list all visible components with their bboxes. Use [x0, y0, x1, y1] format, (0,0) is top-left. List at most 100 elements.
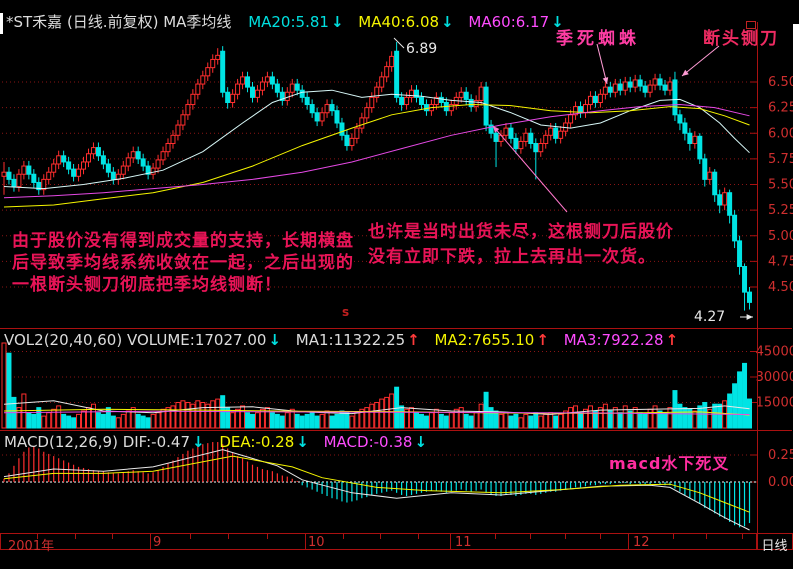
candle: [250, 82, 255, 103]
volume-bar-up: [115, 417, 121, 429]
volume-bar-up: [125, 410, 131, 429]
xaxis-label-oct: 10: [308, 535, 325, 550]
candle: [185, 99, 191, 120]
candle: [528, 128, 534, 149]
candle: [518, 136, 524, 154]
candle-body-up: [56, 155, 62, 165]
candle-body-down: [617, 83, 623, 91]
axis-label: 6.25: [768, 101, 797, 116]
period-label: 日线: [761, 539, 788, 554]
candle: [369, 92, 375, 113]
candle-body-down: [314, 112, 320, 122]
candle-body-up: [16, 173, 22, 188]
candle: [692, 131, 698, 149]
candle: [374, 82, 380, 103]
candle: [105, 158, 111, 178]
volume-bar-down: [607, 410, 613, 429]
candle-body-down: [438, 96, 444, 103]
commentary-left-line1: 由于股价没有得到成交量的支持，长期横盘: [12, 231, 354, 251]
volume-bar-up: [647, 408, 653, 429]
candle-body-down: [299, 89, 305, 98]
macd-dif-line: [3, 449, 750, 531]
candle: [100, 150, 106, 170]
volume-bar-up: [503, 412, 509, 429]
candle: [742, 263, 748, 311]
candle-body-down: [712, 171, 718, 196]
pointer-arrowhead-icon: [602, 77, 609, 84]
candle-body-up: [359, 117, 365, 129]
candle: [389, 51, 395, 72]
volume-bar-down: [662, 412, 668, 429]
candle-body-down: [145, 165, 151, 175]
candle: [210, 54, 216, 73]
candle: [81, 156, 87, 175]
candle-body-up: [597, 93, 603, 104]
volume-bar-up: [692, 410, 698, 429]
volume-bar-up: [215, 398, 221, 429]
candle: [195, 78, 201, 100]
candle-body-up: [518, 140, 524, 150]
candle-body-up: [324, 104, 330, 114]
volume-bar-up: [180, 400, 186, 429]
volume-bar-down: [463, 413, 469, 429]
axis-label: 5.75: [768, 152, 797, 167]
volume-bar-down: [61, 413, 67, 429]
commentary-left-line2: 后导致季均线系统收敛在一起，之后出现的: [12, 253, 354, 273]
candle: [135, 146, 141, 164]
volume-bar-up: [433, 408, 439, 429]
candle: [379, 71, 385, 93]
candle: [304, 92, 310, 110]
candle: [394, 42, 400, 103]
candle-body-up: [170, 134, 176, 145]
candle-body-up: [652, 78, 658, 86]
volume-bar-up: [90, 403, 96, 429]
xaxis-label-nov: 11: [455, 535, 472, 550]
pointer-arrowhead-icon: [682, 69, 689, 76]
candle: [160, 146, 166, 166]
candle: [66, 156, 72, 175]
candle: [448, 99, 454, 116]
candle: [51, 158, 57, 178]
candle: [578, 101, 584, 118]
dea-value: DEA:-0.28: [219, 433, 295, 451]
volume-bar-up: [235, 408, 241, 429]
candle: [130, 146, 136, 163]
pointer-line: [681, 45, 720, 77]
volume-bar-down: [299, 415, 305, 429]
candle: [339, 117, 345, 141]
pointer-arrowhead-icon: [493, 126, 500, 133]
volume-bar-down: [423, 415, 429, 429]
candle: [294, 78, 300, 96]
candle: [319, 107, 325, 127]
candle: [508, 123, 514, 144]
candle: [245, 71, 251, 93]
candle: [409, 85, 415, 103]
volume-bar-up: [85, 407, 91, 429]
volume-bar-down: [71, 417, 77, 429]
axis-label: 30000: [756, 370, 797, 385]
volume-bar-up: [558, 413, 564, 429]
annotation-pointers: [393, 37, 753, 320]
volume-bar-down: [105, 407, 111, 429]
candle: [667, 76, 673, 96]
volume-bar-up: [448, 412, 454, 429]
candle-body-up: [667, 81, 673, 91]
candle-body-down: [339, 122, 345, 136]
candle: [513, 133, 519, 154]
candle: [438, 92, 444, 108]
xaxis-label-year: 2001年: [8, 539, 55, 554]
volume-bar-down: [682, 407, 688, 429]
candle: [662, 79, 668, 96]
candle-body-up: [523, 132, 529, 142]
candle-body-down: [463, 91, 469, 100]
candle: [657, 73, 663, 91]
candle-body-up: [478, 86, 484, 101]
candle-body-down: [414, 89, 420, 98]
volume-bar-up: [150, 413, 156, 429]
macd-down-arrow-icon: ↓: [414, 433, 428, 451]
volume-bar-up: [185, 402, 191, 429]
candle-body-up: [85, 153, 91, 163]
volume-bar-up: [563, 410, 569, 429]
volume-bar-down: [36, 407, 42, 429]
